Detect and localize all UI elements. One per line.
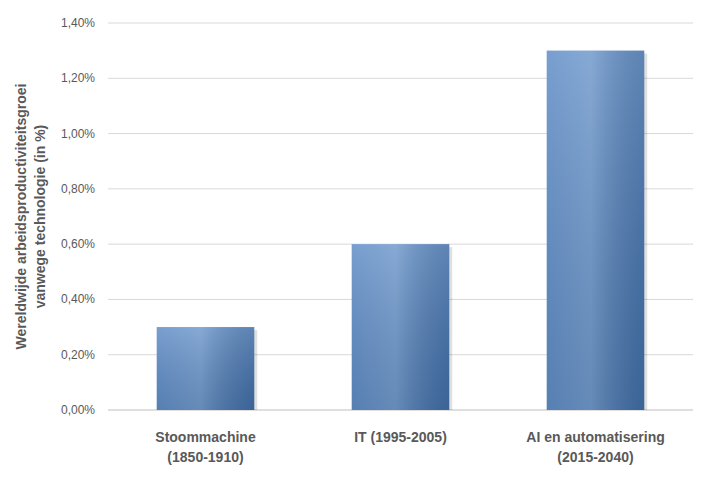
grid-line [108,23,693,24]
y-axis-label: Wereldwijde arbeidsproductiviteitsgroeiv… [13,84,48,350]
y-tick-label: 1,40% [61,16,95,30]
text-line: AI en automatisering [526,429,664,445]
bar-shade [352,244,450,410]
x-tick-label: AI en automatisering (2015-2040) [526,429,664,465]
bar-shade [157,327,255,410]
text-line: Stoommachine [155,429,256,445]
bar-shade [157,327,255,410]
text-line: (1850-1910) [167,449,243,465]
y-tick-label: 0,80% [61,182,95,196]
bar [547,51,645,410]
chart: 0,00% 0,20% 0,40% 0,60% 0,80% 1,00% 1,20% 1,40%… [0,0,703,489]
y-tick-label: 1,20% [61,71,95,85]
y-tick-label: 0,60% [61,237,95,251]
bar-shade [352,244,450,410]
y-tick-label: 0,00% [61,403,95,417]
y-tick-label: 0,20% [61,348,95,362]
y-tick-label: 0,40% [61,292,95,306]
bar-shade [547,51,645,410]
bar-shade [547,51,645,410]
y-tick-label: 1,00% [61,127,95,141]
text-line: Wereldwijde arbeidsproductiviteitsgroei [13,84,29,350]
bar [157,327,255,410]
bar [352,244,450,410]
x-tick-label: Stoommachine (1850-1910) [155,429,256,465]
bars [157,51,648,410]
text-line: IT (1995-2005) [354,429,447,445]
x-tick-label: IT (1995-2005) [354,429,447,445]
text-line: vanwege technologie (in %) [32,125,48,309]
text-line: (2015-2040) [557,449,633,465]
